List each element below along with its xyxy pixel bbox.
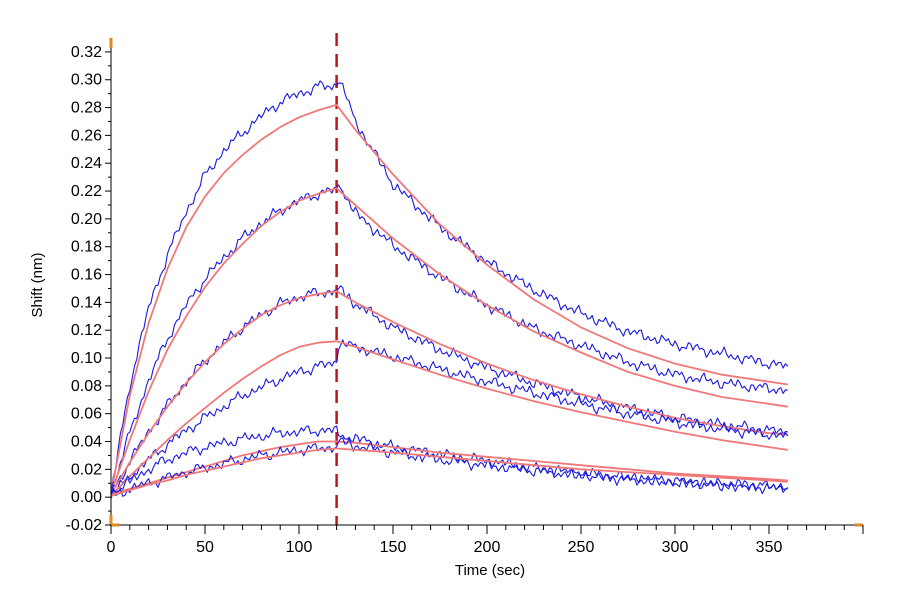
measured-curve-3	[110, 285, 788, 495]
y-ticks: -0.02 0.00 0.02 0.04 0.06 0.08 0.10 0.12 0.14 0.1…	[66, 44, 111, 534]
measured-curve-5	[110, 425, 789, 497]
x-tick-label: 200	[474, 539, 501, 556]
x-tick-label: 100	[286, 539, 313, 556]
measured-curve-4	[110, 339, 789, 499]
fit-curve-2	[110, 187, 788, 494]
fit-curve-1	[110, 103, 788, 494]
x-tick-label: 0	[107, 539, 116, 556]
x-tick-label: 350	[756, 539, 783, 556]
measured-curve-2	[110, 184, 788, 493]
fit-curve-5	[110, 440, 788, 496]
y-tick-label: -0.02	[66, 517, 103, 534]
y-axis-title: Shift (nm)	[29, 252, 46, 317]
measured-curve-1	[110, 80, 789, 494]
x-tick-label: 50	[196, 539, 214, 556]
y-tick-label: 0.28	[71, 100, 102, 117]
y-tick-label: 0.04	[71, 434, 102, 451]
y-tick-label: 0.18	[71, 239, 102, 256]
y-tick-label: 0.30	[71, 72, 102, 89]
y-tick-label: 0.00	[71, 489, 102, 506]
x-tick-label: 300	[662, 539, 689, 556]
fit-curve-4	[110, 340, 788, 497]
y-tick-label: 0.14	[71, 294, 102, 311]
fit-curve-3	[110, 290, 788, 495]
y-tick-label: 0.02	[71, 461, 102, 478]
series-layer	[110, 80, 789, 499]
x-ticks: 0 50 100 150 200 250 300 350	[107, 525, 864, 556]
measured-curve-6	[110, 437, 788, 497]
y-tick-label: 0.32	[71, 44, 102, 61]
y-tick-label: 0.24	[71, 155, 102, 172]
x-tick-label: 250	[568, 539, 595, 556]
x-axis-title: Time (sec)	[455, 562, 525, 579]
y-tick-label: 0.26	[71, 127, 102, 144]
y-tick-label: 0.20	[71, 211, 102, 228]
y-tick-label: 0.12	[71, 322, 102, 339]
y-tick-label: 0.08	[71, 378, 102, 395]
y-tick-label: 0.16	[71, 267, 102, 284]
x-tick-label: 150	[380, 539, 407, 556]
y-tick-label: 0.22	[71, 183, 102, 200]
y-tick-label: 0.06	[71, 406, 102, 423]
y-tick-label: 0.10	[71, 350, 102, 367]
axis-layer	[109, 38, 863, 527]
fit-curve-6	[110, 447, 788, 497]
